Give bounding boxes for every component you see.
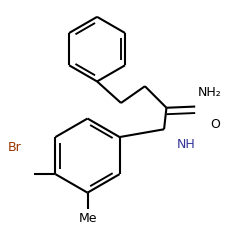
Text: Me: Me: [78, 212, 97, 225]
Text: O: O: [211, 119, 221, 131]
Text: NH: NH: [177, 138, 196, 151]
Text: Br: Br: [7, 141, 21, 154]
Text: NH₂: NH₂: [197, 86, 221, 99]
